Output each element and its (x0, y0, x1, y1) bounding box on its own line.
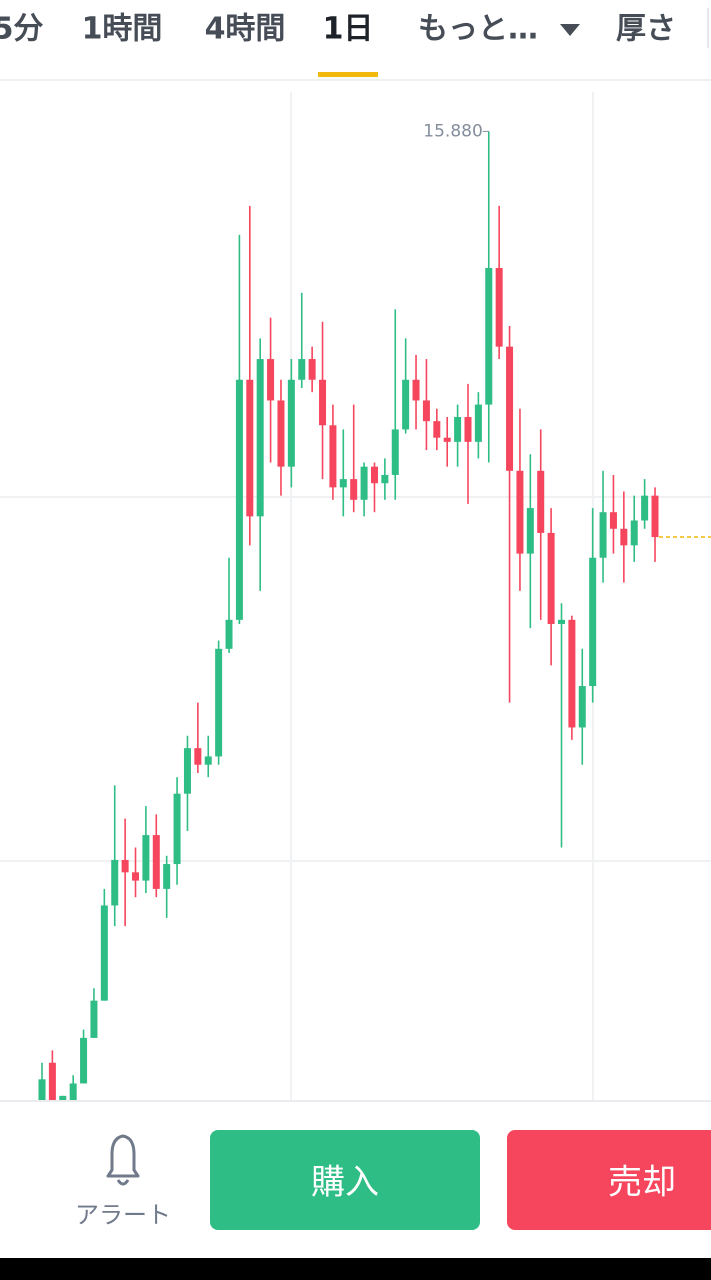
candle-body (412, 379, 420, 401)
candle-body (235, 379, 243, 620)
candle-body (329, 425, 337, 488)
candle-body (630, 520, 638, 546)
candle-body (464, 417, 472, 442)
candle-body (641, 495, 649, 521)
candle-body (609, 512, 617, 529)
candle-body (111, 859, 119, 906)
sell-button-bg (507, 1130, 711, 1230)
candle-body (194, 748, 202, 765)
candle-body (287, 379, 295, 467)
candle-body (225, 619, 233, 649)
candle-body (69, 1083, 77, 1100)
candle-body (132, 872, 140, 881)
dropdown-arrow[interactable] (560, 24, 580, 36)
bell-icon (106, 1134, 140, 1178)
candles: 15.880 (38, 121, 711, 1100)
system-bar (0, 1258, 711, 1280)
tab-underline (318, 72, 378, 77)
tab-bar: 5分 1時間 4時間 1日 もっと… 厚さ (0, 12, 676, 77)
candle-body (277, 400, 285, 467)
tab[interactable]: 1日 (323, 12, 374, 47)
candle-body (568, 619, 576, 728)
candle-body (256, 359, 264, 517)
candle-body (350, 479, 358, 500)
candle-body (547, 532, 555, 624)
candle-body (485, 267, 493, 405)
tab[interactable]: 厚さ (616, 12, 676, 47)
tab[interactable]: 4時間 (205, 12, 286, 47)
candle-body (121, 859, 129, 873)
candle-body (38, 1079, 46, 1100)
candle-body (90, 1000, 98, 1038)
candle-body (339, 479, 347, 488)
sell-label: 売却 (608, 1163, 676, 1203)
candle-body (267, 359, 275, 401)
candle-body (142, 835, 150, 881)
candle-body (204, 756, 212, 765)
candle-body (443, 437, 451, 442)
candle-body (298, 359, 306, 380)
candle-body (578, 686, 586, 728)
candle-body (59, 1095, 67, 1100)
candle-body (370, 466, 378, 484)
candle-body (651, 495, 659, 538)
candle-body (319, 379, 327, 426)
candle-body (308, 359, 316, 380)
candle-body (402, 379, 410, 430)
max-label: 15.880 (423, 121, 482, 141)
tab[interactable]: 5分 (0, 12, 43, 47)
candle-body (433, 421, 441, 438)
candle-body (589, 557, 597, 687)
bell-clapper (116, 1179, 130, 1186)
tab[interactable]: 1時間 (82, 12, 163, 47)
candle-body (48, 1062, 56, 1100)
candle-body (422, 400, 430, 422)
buy-label: 購入 (311, 1163, 379, 1203)
candle-body (246, 379, 254, 517)
buy-button-bg (210, 1130, 480, 1230)
candle-body (80, 1037, 88, 1084)
candle-body (526, 508, 534, 554)
candle-body (506, 346, 514, 471)
alert-label: アラート (75, 1201, 171, 1229)
candle-body (152, 835, 160, 889)
tab[interactable]: もっと… (418, 12, 538, 47)
candle-body (183, 748, 191, 794)
candle-body (537, 470, 545, 533)
candle-body (474, 404, 482, 442)
candle-body (215, 648, 223, 757)
sell-button[interactable]: 売却 (507, 1130, 711, 1230)
candle-body (173, 793, 181, 865)
candle-body (100, 905, 108, 1001)
candle-body (381, 474, 389, 484)
candle-body (391, 429, 399, 475)
candle-body (163, 864, 171, 889)
candle-body (516, 470, 524, 554)
candle-body (454, 417, 462, 442)
candle-body (495, 267, 503, 347)
candle-body (599, 512, 607, 558)
candle-body (620, 528, 628, 546)
buy-button[interactable]: 購入 (210, 1130, 480, 1230)
candle-body (558, 619, 565, 624)
alert-button[interactable]: アラート (75, 1134, 171, 1229)
candle-body (360, 466, 368, 500)
